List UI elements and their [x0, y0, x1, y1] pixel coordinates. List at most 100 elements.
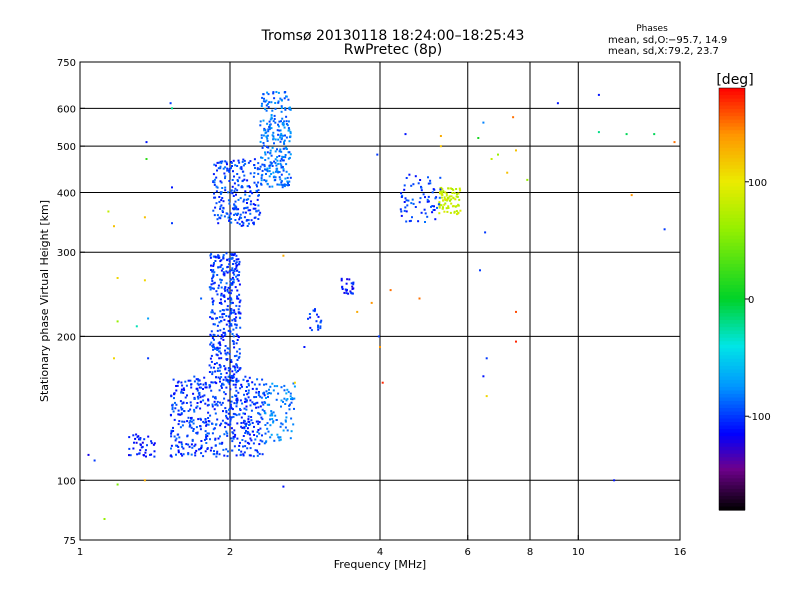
data-point [280, 399, 283, 402]
data-point [440, 186, 443, 189]
data-point [267, 395, 269, 398]
data-point [134, 437, 137, 440]
data-point [219, 298, 222, 301]
colorbar-band [719, 239, 745, 244]
data-point [400, 210, 403, 213]
data-point [243, 198, 246, 201]
data-point [479, 269, 481, 272]
data-point [231, 370, 234, 373]
data-point [242, 224, 245, 227]
data-point [356, 310, 359, 313]
data-point [218, 442, 221, 445]
data-point [281, 186, 284, 189]
data-point [143, 216, 146, 219]
data-point [172, 410, 175, 413]
data-point [177, 413, 180, 416]
data-point [248, 185, 250, 188]
data-point [211, 317, 214, 320]
data-point [227, 320, 230, 323]
data-point [237, 379, 240, 382]
colorbar-band [719, 98, 745, 103]
colorbar-band [719, 365, 745, 370]
data-point [236, 437, 239, 440]
data-point [224, 407, 227, 410]
data-point [186, 420, 189, 423]
data-point [269, 436, 272, 439]
data-point [265, 131, 268, 134]
data-point [230, 361, 233, 363]
data-point [214, 255, 217, 258]
data-point [239, 312, 242, 315]
data-point [278, 439, 281, 442]
data-point [223, 454, 226, 457]
data-point [452, 196, 455, 199]
data-point [205, 442, 208, 444]
data-point [246, 202, 248, 204]
data-point [239, 197, 242, 200]
data-point [257, 392, 260, 395]
data-point [216, 317, 219, 320]
data-point [345, 289, 348, 292]
colorbar-band [719, 446, 745, 451]
data-point [210, 341, 213, 344]
data-point [213, 400, 216, 403]
data-point [244, 398, 247, 401]
data-point [438, 201, 441, 204]
data-point [281, 423, 284, 426]
data-point [232, 376, 235, 379]
data-point [231, 276, 234, 279]
colorbar-band [719, 207, 745, 212]
data-point [287, 120, 290, 123]
data-point [225, 430, 228, 433]
colorbar-band [719, 151, 745, 156]
data-point [255, 396, 258, 398]
data-point [409, 219, 412, 222]
data-point [116, 320, 119, 323]
data-point [221, 209, 224, 212]
data-point [216, 214, 219, 217]
data-point [153, 450, 156, 453]
data-point [220, 199, 223, 202]
data-point [150, 440, 153, 443]
data-point [202, 388, 204, 390]
data-point [241, 426, 244, 429]
data-point [212, 303, 214, 306]
colorbar-band [719, 411, 745, 416]
colorbar-band [719, 495, 745, 501]
data-point [411, 198, 414, 201]
data-point [277, 101, 280, 104]
data-point [213, 181, 216, 184]
data-point [232, 269, 235, 272]
data-point [251, 387, 254, 390]
colorbar-gradient [719, 88, 745, 511]
data-point [212, 273, 215, 276]
colorbar-band [719, 126, 745, 131]
x-axis-label: Frequency [MHz] [334, 558, 426, 571]
data-point [214, 438, 217, 441]
data-point [262, 93, 265, 96]
data-point [222, 338, 225, 341]
data-point [455, 195, 458, 198]
data-point [254, 402, 257, 405]
data-point [236, 399, 239, 402]
data-point [139, 438, 142, 441]
data-point [217, 167, 220, 170]
data-point [260, 136, 263, 139]
y-tick-label: 100 [57, 476, 76, 487]
data-point [218, 357, 221, 360]
data-point [179, 413, 182, 416]
data-point [239, 387, 242, 390]
data-point [223, 433, 226, 436]
data-point [242, 158, 245, 161]
data-point [267, 106, 270, 109]
data-point [284, 177, 287, 180]
data-point [278, 171, 281, 173]
data-point [457, 212, 459, 215]
data-point [249, 203, 252, 206]
data-point [272, 91, 275, 94]
data-point [279, 134, 282, 137]
data-point [269, 161, 272, 164]
data-point [223, 334, 226, 337]
data-point [403, 188, 406, 191]
